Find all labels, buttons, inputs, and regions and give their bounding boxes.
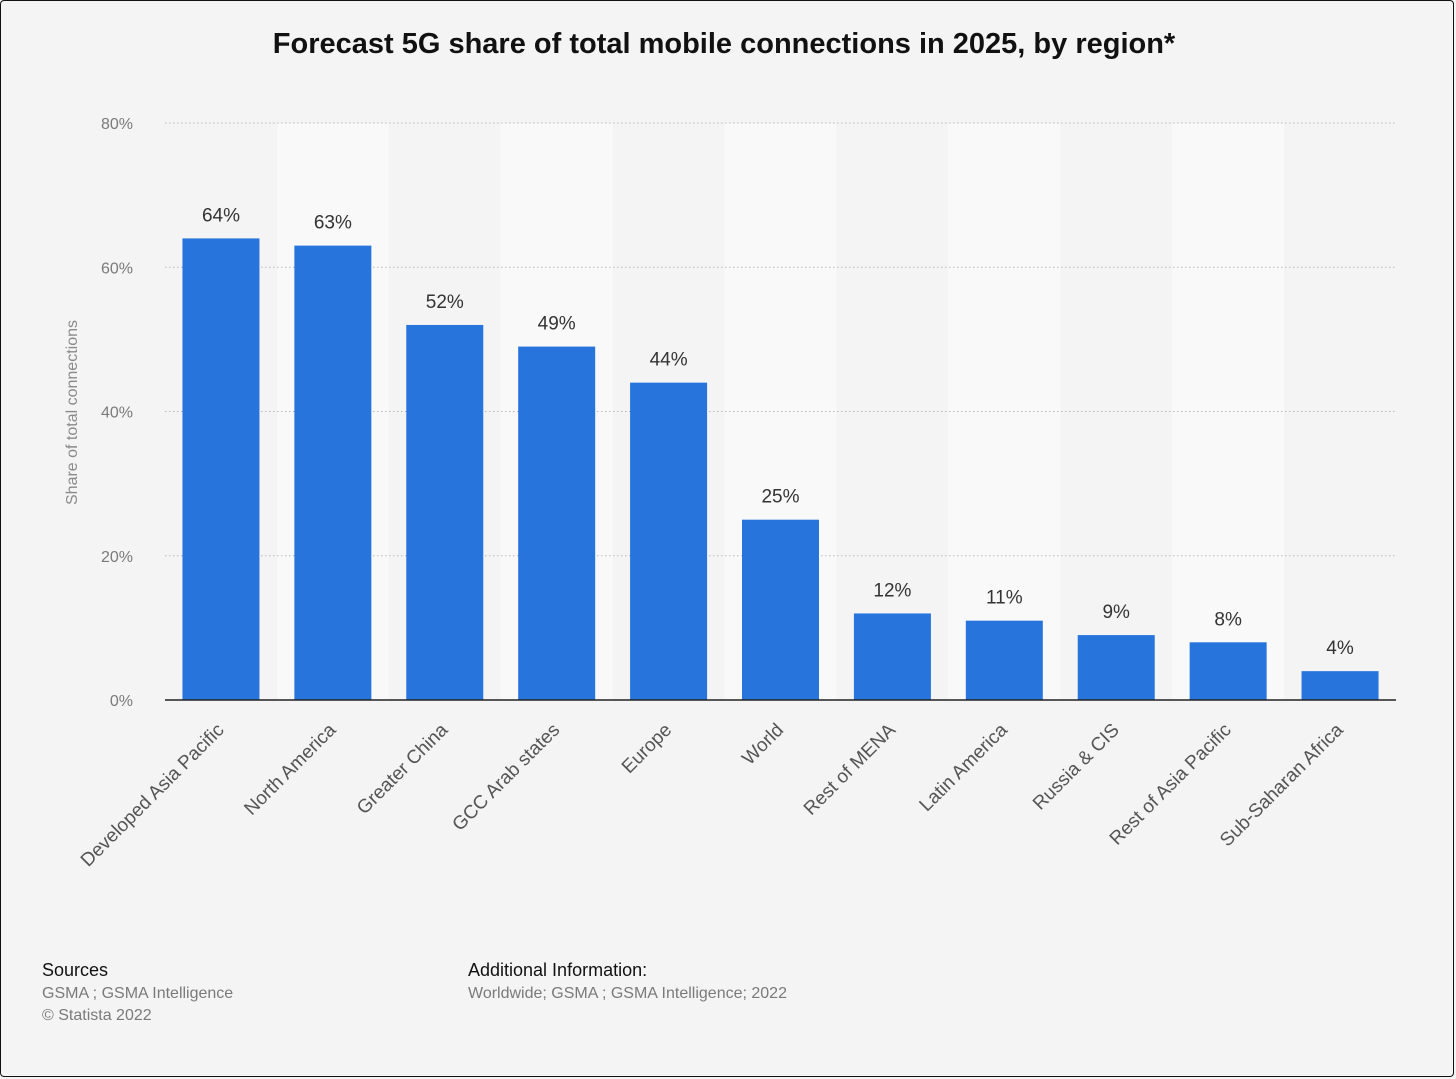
x-category-label: World xyxy=(738,720,788,770)
bar-value-label: 4% xyxy=(1326,638,1354,659)
bar xyxy=(518,346,596,700)
bar-value-label: 44% xyxy=(650,350,688,371)
sources-heading: Sources xyxy=(42,960,109,980)
bar xyxy=(406,324,484,700)
bar xyxy=(1301,671,1379,700)
x-category-label: Sub-Saharan Africa xyxy=(1216,719,1348,851)
bar xyxy=(853,613,931,700)
bar xyxy=(1077,635,1155,700)
x-category-label: North America xyxy=(240,719,340,819)
y-tick-label: 40% xyxy=(101,405,133,422)
additional-info-text: Worldwide; GSMA ; GSMA Intelligence; 202… xyxy=(468,985,787,1002)
bar-value-label: 49% xyxy=(538,314,576,335)
y-tick-label: 80% xyxy=(101,116,133,133)
x-category-label: Developed Asia Pacific xyxy=(77,720,229,872)
bar xyxy=(742,519,819,700)
x-category-label: Latin America xyxy=(916,719,1013,816)
bar-value-label: 52% xyxy=(426,292,464,313)
chart-title: Forecast 5G share of total mobile connec… xyxy=(272,28,1176,60)
x-category-label: Greater China xyxy=(353,719,453,819)
bar xyxy=(182,238,260,700)
y-tick-label: 60% xyxy=(101,260,133,277)
copyright-text: © Statista 2022 xyxy=(42,1007,152,1024)
x-category-label: GCC Arab states xyxy=(449,720,565,836)
x-category-label: Rest of Asia Pacific xyxy=(1106,720,1236,850)
bar-value-label: 9% xyxy=(1102,602,1130,623)
bar-value-label: 63% xyxy=(314,213,352,234)
bar-value-label: 8% xyxy=(1214,609,1242,630)
x-category-label: Russia & CIS xyxy=(1029,720,1124,815)
bar xyxy=(965,620,1043,700)
bar-value-label: 11% xyxy=(986,588,1023,609)
bar xyxy=(1189,642,1267,700)
additional-info-heading: Additional Information: xyxy=(468,960,648,980)
bar-chart: 0% 20% 40% 60% 80% 64% 63% 52% 49% 44% 25% 12% 11% 9… xyxy=(64,116,1396,872)
x-category-label: Europe xyxy=(618,720,676,778)
bar xyxy=(294,245,372,701)
y-tick-label: 20% xyxy=(101,549,133,566)
bar-value-label: 25% xyxy=(761,487,799,508)
y-axis-label: Share of total connections xyxy=(64,320,81,505)
x-category-label: Rest of MENA xyxy=(800,719,900,819)
bar-value-label: 64% xyxy=(202,205,240,226)
bar-value-label: 12% xyxy=(873,580,911,601)
y-tick-label: 0% xyxy=(110,693,133,710)
bar xyxy=(630,382,708,700)
sources-text: GSMA ; GSMA Intelligence xyxy=(42,985,234,1002)
